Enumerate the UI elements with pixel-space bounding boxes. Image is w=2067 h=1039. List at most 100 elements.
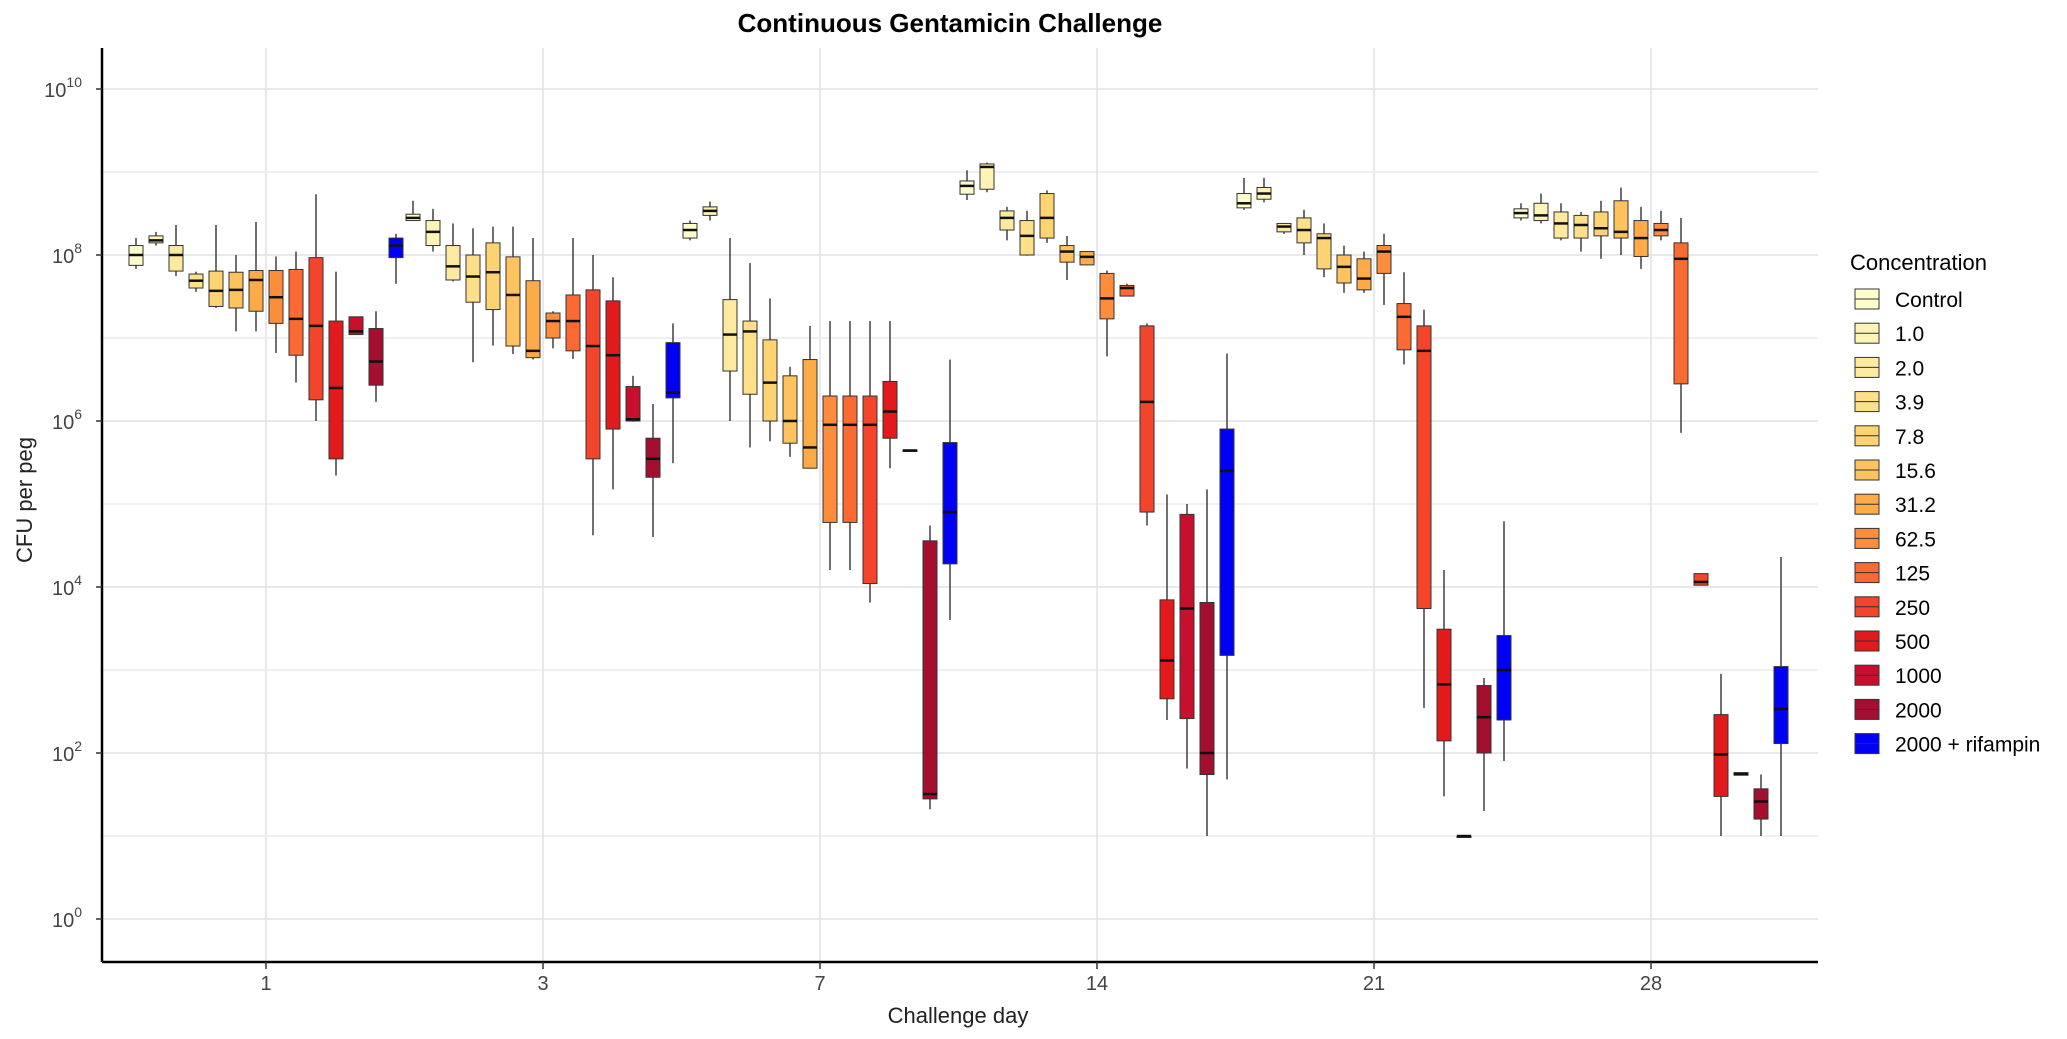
legend-label: 125 xyxy=(1895,563,1930,586)
legend-label: 2.0 xyxy=(1895,357,1924,380)
axes xyxy=(100,48,1818,964)
box-body xyxy=(979,163,995,190)
x-tick-label: 7 xyxy=(814,973,825,995)
box-body xyxy=(1199,602,1215,776)
box-250-day-14 xyxy=(1139,323,1155,526)
box-1000-day-28 xyxy=(1733,772,1749,776)
legend-label: 1.0 xyxy=(1895,323,1924,346)
box-2000-day-14 xyxy=(1199,489,1215,836)
box-3-9-day-21 xyxy=(1296,209,1312,255)
box-body xyxy=(1553,211,1569,239)
box-2000-rifampin-day-1 xyxy=(388,233,404,284)
box-62-5-day-7 xyxy=(822,321,838,571)
box-250-day-3 xyxy=(585,255,601,536)
box-31-2-day-21 xyxy=(1356,251,1372,293)
box-body xyxy=(1139,325,1155,513)
box-250-day-21 xyxy=(1416,309,1432,708)
box-body xyxy=(999,210,1015,231)
box-body xyxy=(625,386,641,422)
box-Control-day-1 xyxy=(128,238,144,269)
box-500-day-28 xyxy=(1713,673,1729,836)
box-62-5-day-28 xyxy=(1653,210,1669,241)
box-1-0-day-3 xyxy=(425,208,441,252)
box-7-8-day-1 xyxy=(208,224,224,308)
box-2000-rifampin-day-21 xyxy=(1496,521,1512,762)
box-body xyxy=(1533,202,1549,222)
y-axis-title: CFU per peg xyxy=(12,437,37,563)
box-body xyxy=(1496,635,1512,721)
box-2000-rifampin-day-7 xyxy=(942,359,958,621)
legend-label: 62.5 xyxy=(1895,528,1936,551)
legend-label: 7.8 xyxy=(1895,426,1924,449)
box-3-9-day-3 xyxy=(465,228,481,363)
box-2000-rifampin-day-3 xyxy=(665,323,681,464)
box-2-0-day-21 xyxy=(1276,222,1292,234)
legend-label: 31.2 xyxy=(1895,494,1936,517)
box-7-8-day-7 xyxy=(762,298,778,442)
box-1-0-day-14 xyxy=(979,162,995,193)
box-250-day-7 xyxy=(862,321,878,603)
box-125-day-14 xyxy=(1119,283,1135,297)
box-body xyxy=(1416,325,1432,610)
box-body xyxy=(545,312,561,339)
y-tick-label: 102 xyxy=(52,738,82,766)
box-body xyxy=(922,540,938,800)
box-body xyxy=(665,342,681,399)
box-body xyxy=(505,256,521,347)
box-body xyxy=(168,245,184,272)
box-31-2-day-1 xyxy=(248,221,264,332)
x-axis-title: Challenge day xyxy=(888,1003,1029,1028)
box-500-day-1 xyxy=(328,271,344,476)
box-15-6-day-21 xyxy=(1336,245,1352,293)
legend-label: 250 xyxy=(1895,597,1930,620)
box-2000-rifampin-day-14 xyxy=(1219,353,1235,780)
box-body xyxy=(1376,245,1392,274)
box-body xyxy=(1099,272,1115,320)
y-tick-label: 1010 xyxy=(44,74,82,102)
box-body xyxy=(1039,193,1055,239)
box-7-8-day-28 xyxy=(1593,200,1609,259)
box-500-day-7 xyxy=(882,321,898,469)
box-Control-day-14 xyxy=(959,170,975,200)
legend-label: 500 xyxy=(1895,631,1930,654)
box-Control-day-28 xyxy=(1513,203,1529,221)
box-body xyxy=(1613,200,1629,239)
box-body xyxy=(822,395,838,523)
box-7-8-day-21 xyxy=(1316,223,1332,278)
box-body xyxy=(1236,193,1252,209)
box-body xyxy=(1476,685,1492,754)
box-body xyxy=(485,242,501,311)
box-2000-day-28 xyxy=(1753,774,1769,836)
box-body xyxy=(1159,599,1175,700)
box-body xyxy=(882,380,898,439)
box-500-day-21 xyxy=(1436,570,1452,797)
box-125-day-7 xyxy=(842,321,858,571)
box-body xyxy=(1693,573,1709,586)
box-body xyxy=(605,300,621,430)
box-3-9-day-1 xyxy=(188,271,204,292)
box-125-day-1 xyxy=(288,251,304,383)
box-15-6-day-1 xyxy=(228,255,244,332)
box-1000-day-1 xyxy=(348,316,364,336)
x-tick-label: 21 xyxy=(1363,973,1385,995)
box-3-9-day-14 xyxy=(1019,210,1035,256)
box-31-2-day-28 xyxy=(1633,206,1649,269)
box-body xyxy=(328,320,344,460)
box-2000-day-1 xyxy=(368,311,384,402)
box-15-6-day-14 xyxy=(1059,235,1075,280)
chart-title: Continuous Gentamicin Challenge xyxy=(738,8,1163,38)
y-tick-label: 106 xyxy=(52,406,82,434)
box-body xyxy=(842,395,858,523)
box-2-0-day-3 xyxy=(445,223,461,282)
box-body xyxy=(959,180,975,195)
box-62-5-day-14 xyxy=(1099,270,1115,357)
box-body xyxy=(308,257,324,401)
x-tick-labels: 1 3 7 14 21 28 xyxy=(260,962,1662,995)
box-body xyxy=(1059,245,1075,263)
box-7-8-day-3 xyxy=(485,226,501,346)
box-3-9-day-28 xyxy=(1573,211,1589,252)
y-tick-label: 108 xyxy=(52,240,82,268)
box-body xyxy=(368,328,384,386)
box-body xyxy=(348,316,364,336)
box-62-5-day-1 xyxy=(268,256,284,353)
